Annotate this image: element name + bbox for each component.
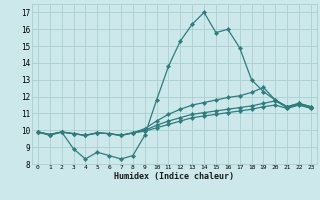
X-axis label: Humidex (Indice chaleur): Humidex (Indice chaleur) [115, 172, 234, 181]
